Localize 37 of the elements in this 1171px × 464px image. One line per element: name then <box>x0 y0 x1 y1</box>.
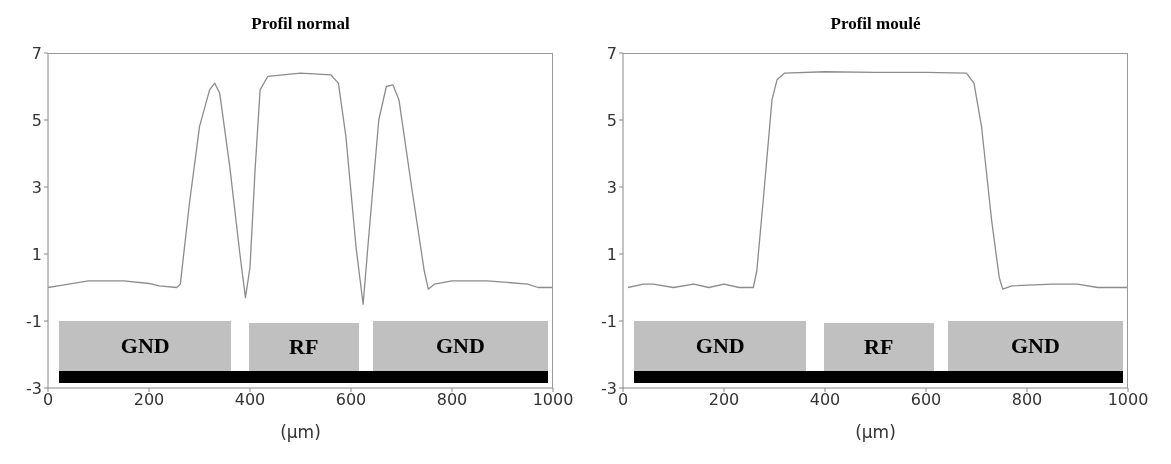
x-axis-title: (μm) <box>280 422 321 442</box>
x-tick-label: 1000 <box>532 390 574 410</box>
x-tick-label: 600 <box>335 390 367 410</box>
x-tick-label: 1000 <box>1107 390 1149 410</box>
annotation: GND <box>695 333 745 360</box>
x-tick-label: 800 <box>436 390 468 410</box>
electrode-diagram: GND RF GND <box>634 321 1123 383</box>
y-tick-label: 7 <box>606 43 617 63</box>
annotation: RF <box>864 333 894 360</box>
y-tick-label: 7 <box>31 43 42 63</box>
chart-title: Profil moulé <box>829 14 922 34</box>
annotation: GND <box>120 333 170 360</box>
line-series <box>627 71 1128 290</box>
y-tick-label: 1 <box>606 244 617 264</box>
y-tick-label: -3 <box>26 378 42 398</box>
x-tick-label: 0 <box>42 390 54 410</box>
y-tick-label: -3 <box>601 378 617 398</box>
x-tick-label: 600 <box>910 390 942 410</box>
annotation: GND <box>1010 333 1060 360</box>
x-tick-label: 400 <box>234 390 266 410</box>
x-tick-label: 200 <box>133 390 165 410</box>
y-tick-label: -1 <box>601 311 617 331</box>
x-tick-label: 0 <box>617 390 629 410</box>
y-tick-label: 3 <box>31 177 42 197</box>
electrode-diagram: GND RF GND <box>59 321 548 383</box>
y-tick-label: -1 <box>26 311 42 331</box>
x-axis-title: (μm) <box>855 422 896 442</box>
annotation: GND <box>435 333 485 360</box>
x-tick-label: 800 <box>1011 390 1043 410</box>
x-tick-label: 200 <box>708 390 740 410</box>
y-tick-label: 1 <box>31 244 42 264</box>
chart-title: Profil normal <box>250 14 351 34</box>
y-tick-label: 5 <box>606 110 617 130</box>
y-tick-label: 3 <box>606 177 617 197</box>
annotation: RF <box>289 333 319 360</box>
x-tick-label: 400 <box>809 390 841 410</box>
y-tick-label: 5 <box>31 110 42 130</box>
